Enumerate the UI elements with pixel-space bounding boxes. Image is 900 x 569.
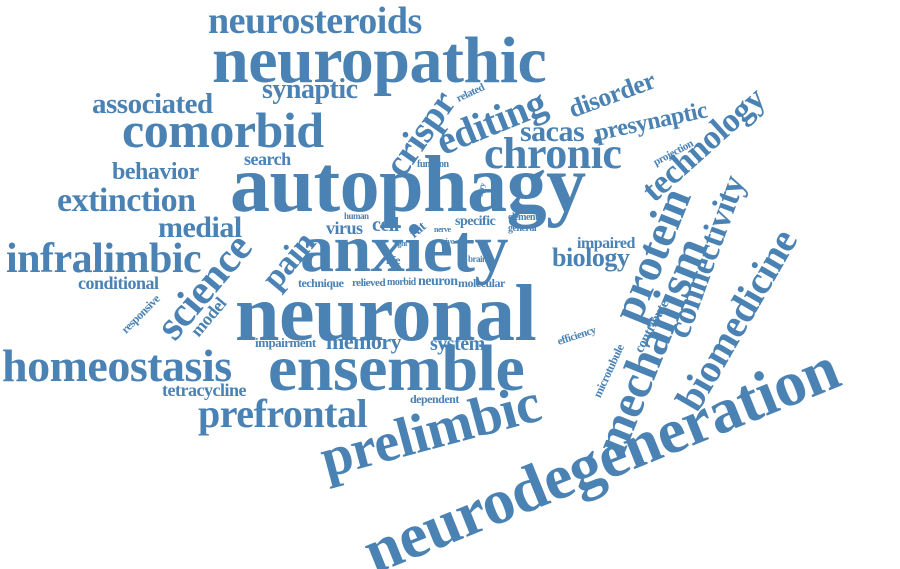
word-impairment: impairment [255, 335, 316, 350]
word-comorbid: comorbid [122, 102, 324, 158]
word-infralimbic: infralimbic [6, 236, 202, 282]
word-ensemble: ensemble [268, 332, 525, 405]
word-general: general [508, 223, 537, 234]
word-human: human [344, 211, 369, 221]
word-brain: brain [468, 254, 487, 264]
word-neuron: neuron [418, 274, 458, 289]
word-neuronal: neuronal [235, 270, 537, 358]
word-cell: cell [372, 214, 399, 236]
word-technique: technique [298, 276, 344, 290]
word-behavior: behavior [112, 159, 199, 185]
word-impaired: impaired [577, 235, 635, 252]
word-autophagy: autophagy [230, 141, 586, 229]
word-virus: virus [326, 218, 363, 238]
word-anxiety: anxiety [300, 210, 509, 286]
word-prefrontal: prefrontal [198, 391, 368, 436]
word-system: system [430, 333, 485, 355]
word-biology: biology [552, 243, 630, 272]
word-sacas: sacas [520, 115, 585, 148]
word-nerve: nerve [434, 225, 451, 234]
word-vivo: vivo [442, 237, 455, 246]
word-memory: memory [326, 329, 402, 354]
word-search: search [244, 149, 291, 169]
word-synaptic: synaptic [262, 74, 358, 105]
word-morbid: morbid [387, 277, 416, 288]
word-conditional: conditional [78, 273, 159, 293]
word-relieved: relieved [352, 277, 386, 289]
word-neuropathic: neuropathic [212, 24, 547, 97]
word-efficiency: efficiency [555, 324, 598, 348]
word-associated: associated [92, 88, 213, 120]
word-dependent: dependent [410, 392, 459, 406]
word-function: function [417, 159, 449, 170]
word-life: life [386, 253, 401, 267]
word-extinction: extinction [57, 182, 196, 219]
word-medial: medial [158, 211, 242, 244]
word-element: element [508, 212, 538, 223]
word-homeostasis: homeostasis [2, 340, 232, 391]
word-specific: specific [455, 214, 496, 229]
word-tetracycline: tetracycline [162, 380, 246, 400]
word-chronic: chronic [484, 129, 622, 178]
word-molecular: molecular [458, 276, 505, 290]
word-neurosteroids: neurosteroids [208, 0, 422, 42]
word-light: light [394, 239, 408, 248]
